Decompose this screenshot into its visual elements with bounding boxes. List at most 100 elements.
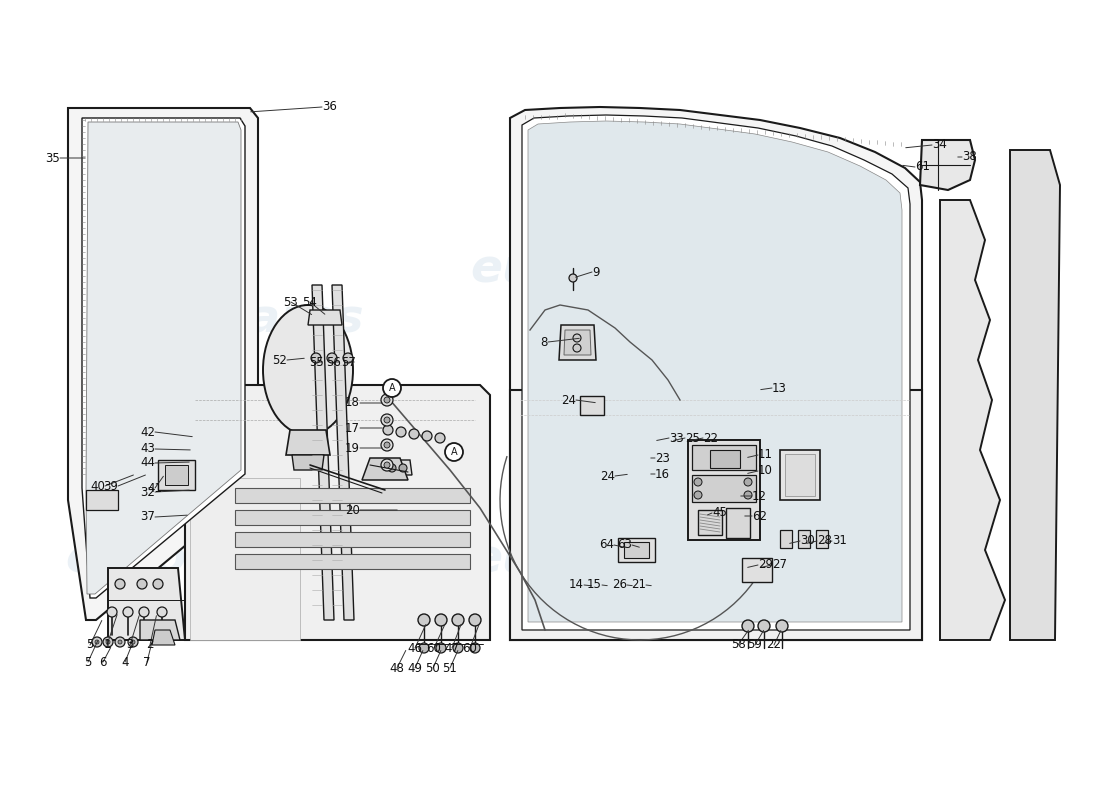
Text: 47: 47 <box>444 642 460 654</box>
Text: 24: 24 <box>600 470 615 482</box>
Polygon shape <box>564 330 591 355</box>
Polygon shape <box>780 450 820 500</box>
Polygon shape <box>692 475 756 502</box>
Polygon shape <box>235 488 470 503</box>
Text: 23: 23 <box>654 451 670 465</box>
Text: 17: 17 <box>345 422 360 434</box>
Text: 16: 16 <box>654 467 670 481</box>
Text: 63: 63 <box>617 538 632 551</box>
Circle shape <box>103 637 113 647</box>
Text: 20: 20 <box>345 503 360 517</box>
Polygon shape <box>68 108 258 620</box>
Text: 5: 5 <box>86 638 94 651</box>
Circle shape <box>116 637 125 647</box>
Text: 25: 25 <box>685 431 700 445</box>
Text: A: A <box>451 447 458 457</box>
Text: 6: 6 <box>99 655 107 669</box>
Polygon shape <box>286 430 330 455</box>
Polygon shape <box>165 465 188 485</box>
Text: 22: 22 <box>703 431 718 445</box>
Polygon shape <box>152 630 175 645</box>
Polygon shape <box>522 115 910 630</box>
Circle shape <box>758 620 770 632</box>
Text: 33: 33 <box>669 431 684 445</box>
Text: 44: 44 <box>140 457 155 470</box>
Circle shape <box>131 640 135 644</box>
Text: 1: 1 <box>103 638 111 651</box>
Polygon shape <box>742 558 772 582</box>
Text: 35: 35 <box>45 151 60 165</box>
Circle shape <box>343 353 353 363</box>
Polygon shape <box>235 532 470 547</box>
Text: 43: 43 <box>140 442 155 455</box>
Polygon shape <box>816 530 828 548</box>
Text: 57: 57 <box>342 355 356 369</box>
Text: 54: 54 <box>302 295 318 309</box>
Polygon shape <box>312 285 334 620</box>
Polygon shape <box>108 568 185 640</box>
Text: 24: 24 <box>561 394 576 406</box>
Circle shape <box>573 344 581 352</box>
Circle shape <box>573 334 581 342</box>
Text: 37: 37 <box>140 510 155 523</box>
Text: 8: 8 <box>540 335 548 349</box>
Text: 22: 22 <box>767 638 781 651</box>
Circle shape <box>434 614 447 626</box>
Polygon shape <box>190 478 300 640</box>
Circle shape <box>383 379 402 397</box>
Polygon shape <box>185 385 490 640</box>
Circle shape <box>381 459 393 471</box>
Circle shape <box>744 491 752 499</box>
Text: 13: 13 <box>772 382 786 394</box>
Circle shape <box>384 397 390 403</box>
Text: 59: 59 <box>748 638 762 651</box>
Polygon shape <box>580 396 604 415</box>
Circle shape <box>418 614 430 626</box>
Circle shape <box>419 643 429 653</box>
Polygon shape <box>235 510 470 525</box>
Circle shape <box>384 417 390 423</box>
Polygon shape <box>920 140 975 190</box>
Circle shape <box>383 425 393 435</box>
Circle shape <box>388 464 396 472</box>
Polygon shape <box>688 440 760 540</box>
Circle shape <box>327 353 337 363</box>
Polygon shape <box>235 554 470 569</box>
Circle shape <box>446 443 463 461</box>
Circle shape <box>776 620 788 632</box>
Text: 14: 14 <box>569 578 584 591</box>
Circle shape <box>381 439 393 451</box>
Circle shape <box>381 414 393 426</box>
Polygon shape <box>383 460 412 475</box>
Circle shape <box>744 478 752 486</box>
Text: 2: 2 <box>146 638 154 651</box>
Text: 42: 42 <box>140 426 155 438</box>
Circle shape <box>742 620 754 632</box>
Text: 40: 40 <box>90 479 104 493</box>
Polygon shape <box>692 445 756 470</box>
Text: 3: 3 <box>126 638 134 651</box>
Circle shape <box>399 464 407 472</box>
Polygon shape <box>780 530 792 548</box>
Circle shape <box>107 607 117 617</box>
Text: A: A <box>388 383 395 393</box>
Circle shape <box>123 607 133 617</box>
Polygon shape <box>726 508 750 538</box>
Circle shape <box>116 579 125 589</box>
Circle shape <box>106 640 110 644</box>
Circle shape <box>138 579 147 589</box>
Circle shape <box>128 637 138 647</box>
Text: 10: 10 <box>758 465 773 478</box>
Polygon shape <box>362 458 408 480</box>
Polygon shape <box>559 325 596 360</box>
Text: 26: 26 <box>612 578 627 591</box>
Text: 55: 55 <box>309 355 324 369</box>
Polygon shape <box>332 285 354 620</box>
Text: 46: 46 <box>407 642 422 654</box>
Circle shape <box>384 442 390 448</box>
Text: 50: 50 <box>426 662 440 674</box>
Polygon shape <box>798 530 810 548</box>
Text: 49: 49 <box>407 662 422 674</box>
Text: 39: 39 <box>103 479 118 493</box>
Circle shape <box>139 607 148 617</box>
